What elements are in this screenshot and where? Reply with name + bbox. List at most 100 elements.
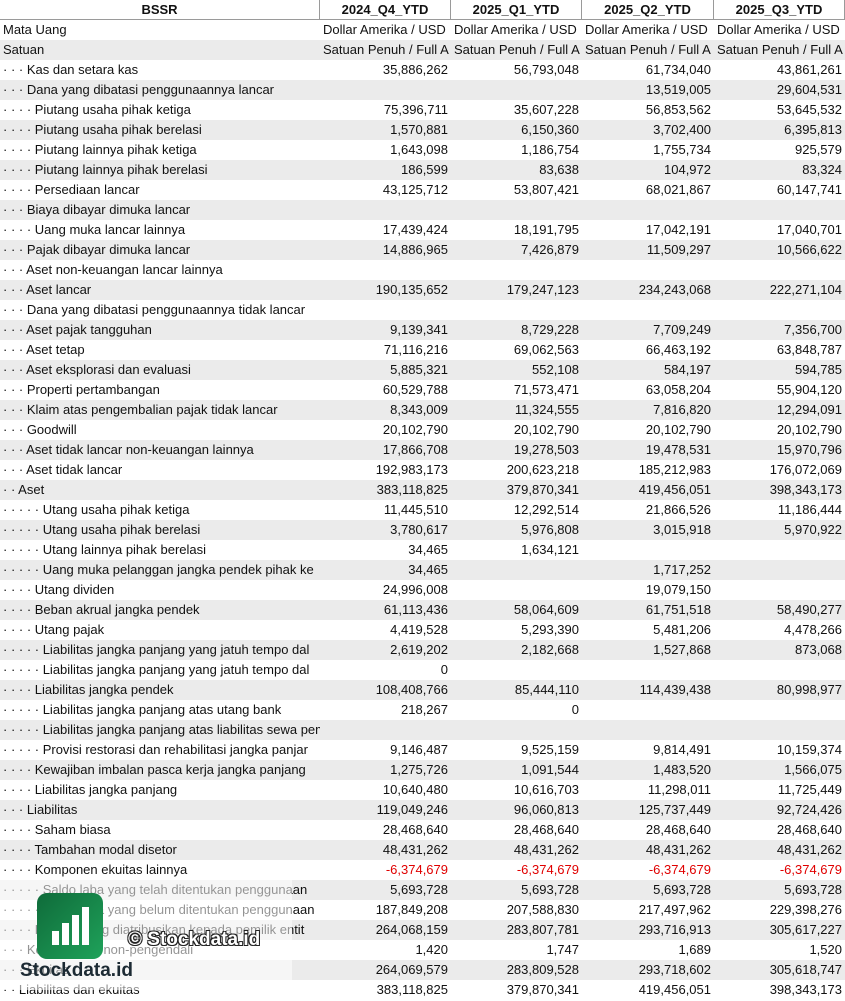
cell-value: 11,186,444 — [777, 502, 842, 517]
data-row: · · · Aset tidak lancar 192,983,173 200,62… — [0, 460, 845, 480]
cell-value: 17,866,708 — [382, 442, 448, 457]
data-row: · · · · · Liabilitas jangka panjang yang… — [0, 660, 845, 680]
cell-value: 1,643,098 — [390, 142, 448, 157]
cell-value: 5,693,728 — [521, 882, 579, 897]
cell-value: 83,638 — [539, 162, 579, 177]
cell-value: 75,396,711 — [383, 102, 448, 117]
cell-value: 187,849,208 — [375, 902, 448, 917]
cell-value: 234,243,068 — [638, 282, 711, 297]
cell-value: 190,135,652 — [375, 282, 448, 297]
row-label: · · · Aset tidak lancar — [3, 462, 123, 477]
meta-value: Satuan Penuh / Full A — [323, 42, 449, 57]
meta-label: Mata Uang — [3, 22, 67, 37]
cell-value: 10,640,480 — [382, 782, 448, 797]
cell-value: 379,870,341 — [506, 482, 579, 497]
cell-value: 552,108 — [532, 362, 579, 377]
cell-value: 1,747 — [546, 942, 579, 957]
cell-value: 1,420 — [415, 942, 448, 957]
row-label: · · · Aset tidak lancar non-keuangan lai… — [3, 442, 254, 457]
cell-value: 383,118,825 — [376, 982, 448, 997]
row-label: · · · Klaim atas pengembalian pajak tida… — [3, 402, 278, 417]
cell-value: 35,886,262 — [382, 62, 448, 77]
cell-value: 125,737,449 — [638, 802, 711, 817]
cell-value: 6,150,360 — [521, 122, 579, 137]
meta-value: Dollar Amerika / USD — [323, 22, 446, 37]
cell-value: 63,058,204 — [645, 382, 711, 397]
cell-value: 108,408,766 — [375, 682, 448, 697]
row-label: · · · · · Utang usaha pihak berelasi — [3, 522, 201, 537]
data-row: · · · · Liabilitas jangka pendek 108,408,… — [0, 680, 845, 700]
cell-value: 63,848,787 — [776, 342, 842, 357]
cell-value: 48,431,262 — [645, 842, 711, 857]
cell-value: 192,983,173 — [375, 462, 448, 477]
row-label: · · · · Beban akrual jangka pendek — [3, 602, 200, 617]
cell-value: 207,588,830 — [506, 902, 579, 917]
row-label: · · · Kas dan setara kas — [3, 62, 139, 77]
header-period: 2024_Q4_YTD — [320, 0, 451, 20]
row-label: · · · · Uang muka lancar lainnya — [3, 222, 186, 237]
cell-value: 43,125,712 — [382, 182, 448, 197]
row-label: · · · · · Uang muka pelanggan jangka pen… — [3, 562, 314, 577]
watermark-logo — [37, 893, 103, 959]
cell-value: 7,426,879 — [521, 242, 579, 257]
cell-value: 264,068,159 — [375, 922, 448, 937]
cell-value: 218,267 — [401, 702, 448, 717]
row-label: · · Aset — [3, 482, 45, 497]
cell-value: 71,573,471 — [513, 382, 579, 397]
cell-value: 6,395,813 — [784, 122, 842, 137]
cell-value: 18,191,795 — [513, 222, 579, 237]
cell-value: 48,431,262 — [776, 842, 842, 857]
cell-value: 293,718,602 — [638, 962, 711, 977]
cell-value: 293,716,913 — [638, 922, 711, 937]
row-label: · · · Biaya dibayar dimuka lancar — [3, 202, 191, 217]
cell-value: 69,062,563 — [513, 342, 579, 357]
cell-value: 305,617,227 — [769, 922, 842, 937]
cell-value: 12,292,514 — [513, 502, 579, 517]
data-row: · · · · · Liabilitas jangka panjang yang… — [0, 640, 845, 660]
cell-value: -6,374,679 — [516, 862, 579, 877]
cell-value: 7,709,249 — [653, 322, 711, 337]
meta-label: Satuan — [3, 42, 45, 57]
row-label: · · · · Utang dividen — [3, 582, 115, 597]
cell-value: 5,976,808 — [521, 522, 579, 537]
row-label: · · · · Tambahan modal disetor — [3, 842, 177, 857]
cell-value: 873,068 — [795, 642, 842, 657]
header-ticker: BSSR — [0, 0, 320, 20]
cell-value: 179,247,123 — [506, 282, 579, 297]
cell-value: 24,996,008 — [382, 582, 448, 597]
meta-value: Dollar Amerika / USD — [454, 22, 577, 37]
row-label: · · · Aset lancar — [3, 282, 92, 297]
cell-value: 0 — [571, 702, 579, 717]
data-row: · · · Aset eksplorasi dan evaluasi 5,885,… — [0, 360, 845, 380]
cell-value: 9,814,491 — [653, 742, 711, 757]
cell-value: 1,634,121 — [521, 542, 579, 557]
data-row: · · · Goodwill 20,102,790 20,102,790 20,102… — [0, 420, 845, 440]
cell-value: 17,439,424 — [382, 222, 448, 237]
cell-value: 584,197 — [664, 362, 711, 377]
cell-value: 34,465 — [408, 542, 448, 557]
cell-value: 1,570,881 — [390, 122, 448, 137]
cell-value: 5,693,728 — [784, 882, 842, 897]
cell-value: 5,970,922 — [784, 522, 842, 537]
cell-value: 217,497,962 — [638, 902, 711, 917]
meta-value: Satuan Penuh / Full A — [585, 42, 711, 57]
cell-value: 60,529,788 — [382, 382, 448, 397]
row-label: · · · Aset non-keuangan lancar lainnya — [3, 262, 223, 277]
cell-value: 2,182,668 — [521, 642, 579, 657]
data-row: · · · Properti pertambangan 60,529,788 71,… — [0, 380, 845, 400]
cell-value: 7,816,820 — [653, 402, 711, 417]
row-label: · · · Pajak dibayar dimuka lancar — [3, 242, 191, 257]
cell-value: 222,271,104 — [769, 282, 842, 297]
cell-value: 11,445,510 — [383, 502, 448, 517]
cell-value: 1,717,252 — [653, 562, 711, 577]
data-row: · · · · · Uang muka pelanggan jangka pen… — [0, 560, 845, 580]
row-label: · · · · Kewajiban imbalan pasca kerja ja… — [3, 762, 306, 777]
cell-value: 1,527,868 — [653, 642, 711, 657]
cell-value: 5,293,390 — [521, 622, 579, 637]
row-label: · · · Liabilitas — [3, 802, 78, 817]
cell-value: 10,566,622 — [776, 242, 842, 257]
meta-value: Satuan Penuh / Full A — [717, 42, 843, 57]
cell-value: 10,616,703 — [513, 782, 579, 797]
cell-value: 1,091,544 — [521, 762, 579, 777]
